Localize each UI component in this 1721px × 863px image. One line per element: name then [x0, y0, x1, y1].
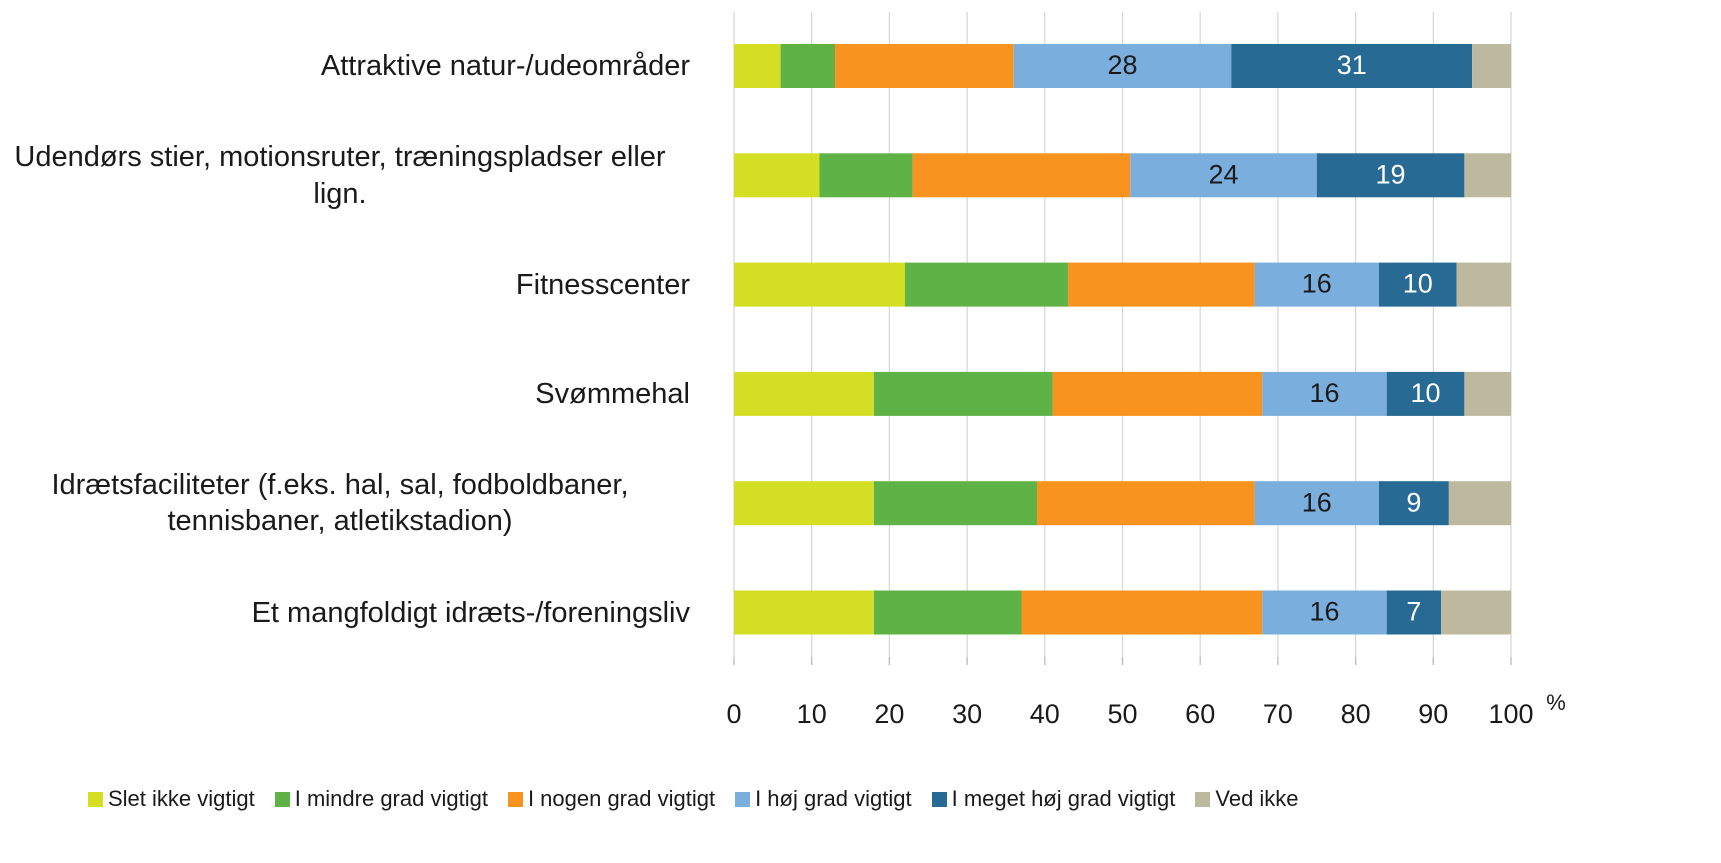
bar-segment — [734, 481, 874, 526]
category-label-box: Idrætsfaciliteter (f.eks. hal, sal, fodb… — [0, 467, 690, 540]
legend-swatch — [507, 791, 523, 807]
legend-item: I nogen grad vigtigt — [507, 786, 716, 812]
bar-segment — [734, 590, 874, 635]
bar-segment — [1068, 262, 1255, 307]
bar-segment — [873, 481, 1038, 526]
legend-label: I høj grad vigtigt — [755, 786, 912, 811]
legend-label: I mindre grad vigtigt — [294, 786, 488, 811]
legend-item: I høj grad vigtigt — [735, 786, 912, 812]
bar-segment — [734, 44, 781, 88]
bar-segment — [1448, 481, 1511, 526]
y-tick-label: Idrætsfaciliteter (f.eks. hal, sal, fodb… — [51, 468, 629, 538]
bar-segment — [1037, 481, 1255, 526]
x-tick-label: 70 — [1263, 699, 1293, 729]
legend-label: I nogen grad vigtigt — [527, 786, 716, 811]
category-label-box: Et mangfoldigt idræts-/foreningsliv — [0, 594, 690, 630]
bar-segment — [1386, 371, 1465, 416]
legend-swatch — [931, 791, 947, 807]
bar-segment — [734, 371, 874, 416]
data-label: 28 — [1107, 50, 1137, 80]
category-label-box: Attraktive natur-/udeområder — [0, 48, 690, 84]
x-tick-label: 10 — [797, 699, 827, 729]
y-tick-label: Fitnesscenter — [515, 268, 690, 301]
bar-segment — [904, 262, 1069, 307]
x-tick-label: 0 — [726, 699, 741, 729]
data-label: 16 — [1302, 487, 1332, 517]
data-label: 16 — [1302, 269, 1332, 299]
bar-segment — [873, 371, 1053, 416]
legend-label: Ved ikke — [1215, 786, 1299, 811]
bar-segment — [734, 262, 905, 307]
legend-label: Slet ikke vigtigt — [108, 786, 255, 811]
x-tick-label: 60 — [1185, 699, 1215, 729]
legend-item: Slet ikke vigtigt — [88, 786, 255, 812]
data-label: 24 — [1208, 159, 1238, 189]
bar-segment — [1254, 481, 1379, 526]
x-tick-label: 40 — [1030, 699, 1060, 729]
bar-segment — [1052, 371, 1263, 416]
bar-segment — [912, 153, 1131, 198]
bar-segment — [1386, 590, 1442, 635]
category-label-box: Svømmehal — [0, 376, 690, 412]
data-label: 9 — [1406, 487, 1421, 517]
bar-segment — [835, 44, 1014, 88]
legend: Slet ikke vigtigt I mindre grad vigtigt I … — [88, 786, 1299, 812]
legend-item: I mindre grad vigtigt — [274, 786, 488, 812]
bar-segment — [1378, 262, 1457, 307]
data-label: 19 — [1376, 159, 1406, 189]
data-label: 16 — [1309, 378, 1339, 408]
legend-label: I meget høj grad vigtigt — [951, 786, 1176, 811]
legend-swatch — [88, 791, 103, 807]
legend-swatch — [735, 791, 751, 807]
legend-swatch — [274, 791, 290, 807]
bar-segment — [819, 153, 913, 198]
x-tick-label: 90 — [1418, 699, 1448, 729]
data-label: 16 — [1309, 597, 1339, 627]
legend-item: I meget høj grad vigtigt — [931, 786, 1176, 812]
y-tick-label: Svømmehal — [535, 377, 690, 410]
bar-segment — [1464, 371, 1511, 416]
category-label-box: Udendørs stier, motionsruter, træningspl… — [0, 139, 690, 212]
bar-segment — [1464, 153, 1511, 198]
bar-segment — [1441, 590, 1511, 635]
data-label: 7 — [1406, 597, 1421, 627]
x-tick-label: 30 — [952, 699, 982, 729]
bar-segment — [1378, 481, 1449, 526]
data-label: 10 — [1403, 269, 1433, 299]
bar-segment — [1262, 590, 1387, 635]
data-label: 31 — [1337, 50, 1367, 80]
bar-segment — [734, 153, 820, 198]
x-unit: % — [1546, 690, 1566, 715]
x-tick-label: 50 — [1107, 699, 1137, 729]
data-label: 10 — [1411, 378, 1441, 408]
x-tick-label: 20 — [874, 699, 904, 729]
bar-segment — [1316, 153, 1465, 198]
y-tick-label: Udendørs stier, motionsruter, træningspl… — [14, 141, 666, 210]
bar-segment — [1254, 262, 1379, 307]
bar-segment — [1130, 153, 1317, 198]
bar-segment — [1472, 44, 1511, 88]
category-label-box: Fitnesscenter — [0, 266, 690, 302]
legend-swatch — [1195, 791, 1211, 807]
y-tick-label: Et mangfoldigt idræts-/foreningsliv — [251, 596, 690, 629]
x-tick-label: 100 — [1488, 699, 1533, 729]
bar-segment — [873, 590, 1022, 635]
x-tick-label: 80 — [1341, 699, 1371, 729]
bar-segment — [1021, 590, 1263, 635]
bar-segment — [1456, 262, 1511, 307]
y-tick-label: Attraktive natur-/udeområder — [320, 49, 690, 82]
bar-segment — [780, 44, 836, 88]
bar-segment — [1231, 44, 1473, 88]
legend-item: Ved ikke — [1195, 786, 1299, 812]
bar-segment — [1013, 44, 1232, 88]
bar-segment — [1262, 371, 1387, 416]
